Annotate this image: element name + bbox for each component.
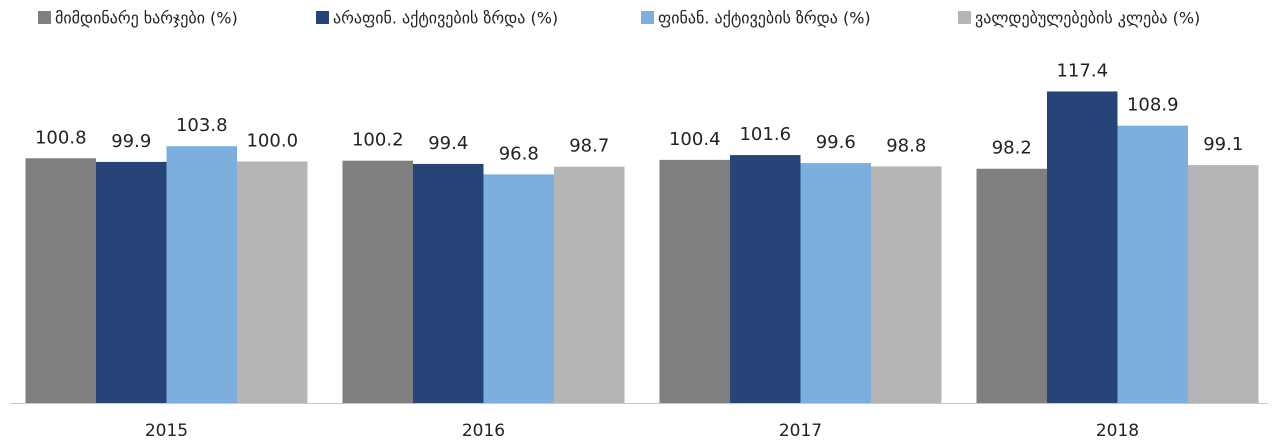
bar: [237, 161, 308, 403]
x-tick-label: 2015: [145, 421, 188, 441]
bar: [96, 161, 167, 403]
legend-swatch: [316, 11, 329, 24]
x-tick-label: 2017: [779, 421, 822, 441]
value-label: 99.9: [111, 131, 151, 152]
legend-label: ფინან. აქტივების ზრდა (%): [658, 9, 871, 28]
bar: [1117, 125, 1188, 404]
legend-swatch: [641, 11, 654, 24]
value-label: 98.7: [569, 136, 609, 157]
value-label: 103.8: [176, 115, 228, 136]
bar: [659, 159, 730, 403]
legend-label: ვალდებულებების კლება (%): [975, 9, 1200, 28]
bar: [976, 168, 1047, 403]
bar: [25, 158, 96, 403]
bar: [871, 166, 942, 403]
bar: [1047, 91, 1118, 403]
bar: [800, 163, 871, 403]
bar: [1188, 165, 1259, 403]
value-label: 98.8: [886, 135, 926, 156]
x-tick-label: 2018: [1096, 421, 1139, 441]
value-label: 100.2: [352, 130, 404, 151]
x-tick-label: 2016: [462, 421, 505, 441]
legend-label: არაფინ. აქტივების ზრდა (%): [333, 9, 558, 28]
value-label: 100.4: [669, 129, 721, 150]
bar: [413, 163, 484, 403]
value-label: 100.8: [35, 127, 87, 148]
value-label: 117.4: [1056, 60, 1108, 81]
value-label: 100.0: [246, 131, 298, 152]
bar: [554, 166, 625, 403]
legend-swatch: [958, 11, 971, 24]
bar: [166, 146, 237, 403]
legend-swatch: [38, 11, 51, 24]
value-label: 98.2: [992, 138, 1032, 159]
value-label: 99.4: [428, 133, 468, 154]
legend-label: მიმდინარე ხარჯები (%): [55, 9, 238, 28]
bar: [483, 174, 554, 403]
value-label: 101.6: [739, 124, 791, 145]
value-label: 99.6: [816, 132, 856, 153]
value-label: 99.1: [1203, 134, 1243, 155]
bar: [342, 160, 413, 403]
value-label: 96.8: [499, 143, 539, 164]
value-label: 108.9: [1127, 95, 1179, 116]
bar: [730, 155, 801, 403]
